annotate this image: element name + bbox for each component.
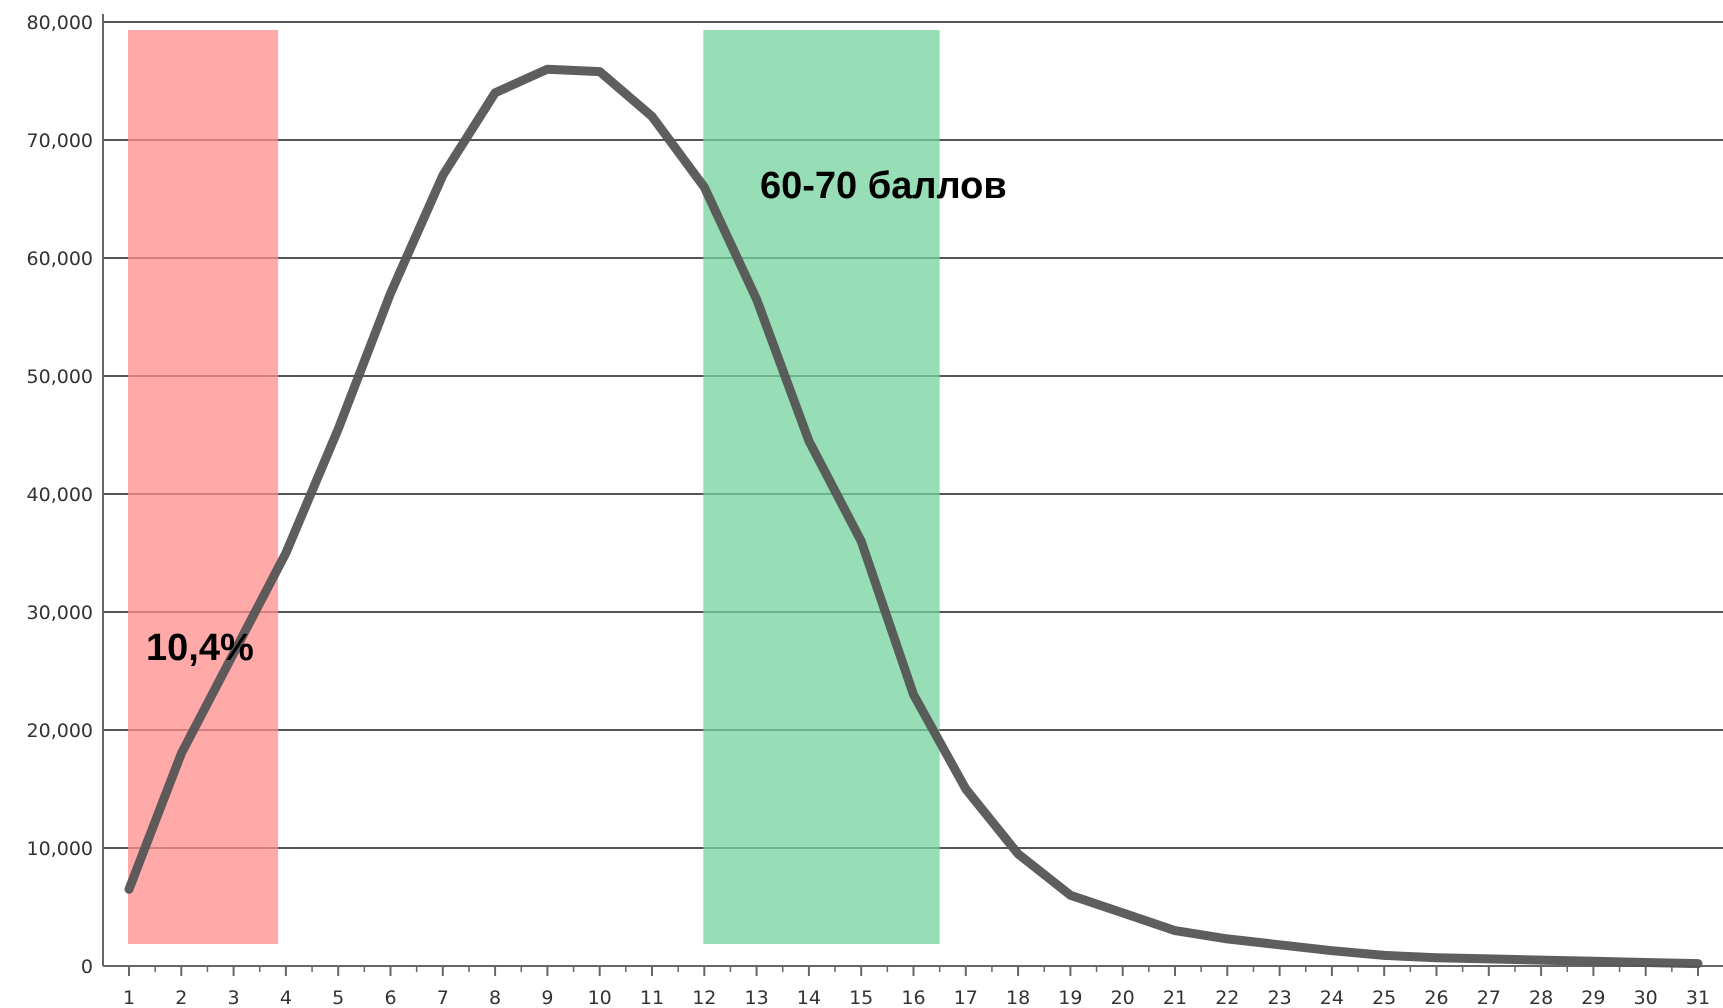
y-tick-label: 60,000	[27, 248, 93, 270]
x-tick-label: 23	[1268, 987, 1292, 1008]
x-tick-label: 29	[1581, 987, 1605, 1008]
x-tick-label: 24	[1320, 987, 1344, 1008]
x-tick-label: 6	[384, 987, 396, 1008]
red-band	[128, 30, 279, 944]
x-tick-label: 5	[332, 987, 344, 1008]
x-tick-label: 1	[123, 987, 135, 1008]
x-tick-label: 10	[588, 987, 612, 1008]
annotations: 10,4% 60-70 баллов	[146, 165, 1007, 669]
x-tick-label: 7	[437, 987, 449, 1008]
y-tick-label: 80,000	[27, 12, 93, 34]
x-tick-label: 19	[1058, 987, 1082, 1008]
axes	[102, 14, 1723, 976]
x-tick-label: 30	[1634, 987, 1658, 1008]
highlight-bands	[128, 30, 940, 944]
green-band	[703, 30, 940, 944]
x-tick-label: 31	[1686, 987, 1710, 1008]
x-tick-label: 15	[849, 987, 873, 1008]
red-band-label: 10,4%	[146, 627, 254, 669]
x-tick-label: 9	[541, 987, 553, 1008]
x-tick-label: 3	[228, 987, 240, 1008]
x-tick-label: 11	[640, 987, 664, 1008]
x-tick-label: 14	[797, 987, 821, 1008]
x-tick-label: 13	[745, 987, 769, 1008]
green-band-label: 60-70 баллов	[760, 165, 1007, 207]
x-tick-label: 2	[175, 987, 187, 1008]
x-tick-label: 12	[692, 987, 716, 1008]
x-tick-label: 4	[280, 987, 292, 1008]
y-tick-label: 20,000	[27, 720, 93, 742]
y-tick-label: 30,000	[27, 602, 93, 624]
x-tick-label: 20	[1111, 987, 1135, 1008]
x-tick-label: 16	[901, 987, 925, 1008]
series-layer	[124, 64, 1703, 969]
x-tick-label: 8	[489, 987, 501, 1008]
x-tick-label: 26	[1424, 987, 1448, 1008]
x-tick-labels: 1 2 3 4 5 6 7 8 9 10 11 12 13 14 15 16 17 18 19 20 21 22 23 24 2…	[123, 987, 1710, 1008]
y-tick-label: 10,000	[27, 838, 93, 860]
x-tick-label: 25	[1372, 987, 1396, 1008]
y-tick-label: 0	[81, 956, 93, 978]
y-tick-label: 50,000	[27, 366, 93, 388]
x-tick-label: 17	[954, 987, 978, 1008]
x-tick-label: 21	[1163, 987, 1187, 1008]
x-tick-label: 28	[1529, 987, 1553, 1008]
y-tick-label: 70,000	[27, 130, 93, 152]
x-tick-label: 18	[1006, 987, 1030, 1008]
y-tick-label: 40,000	[27, 484, 93, 506]
y-tick-labels: 0 10,000 20,000 30,000 40,000 50,000 60,000 70,…	[27, 12, 93, 978]
x-tick-label: 27	[1477, 987, 1501, 1008]
x-tick-label: 22	[1215, 987, 1239, 1008]
